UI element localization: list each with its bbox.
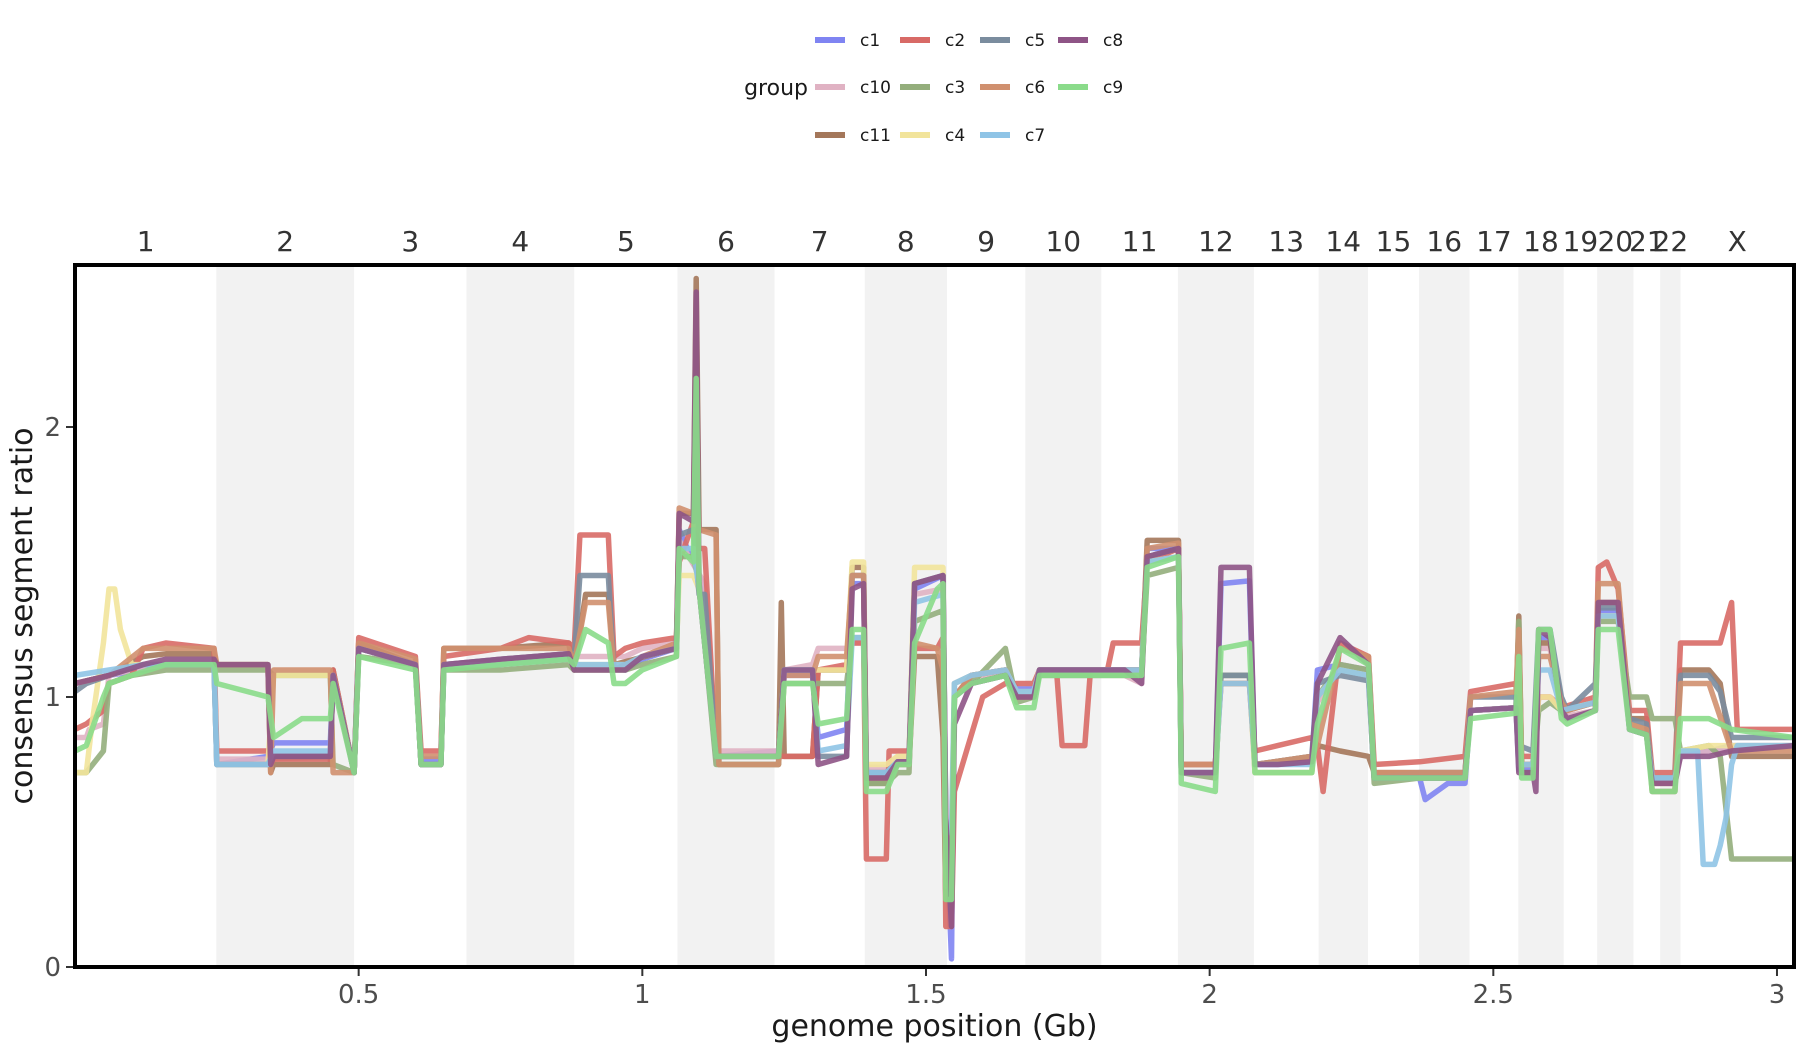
legend-label-c2: c2 [945, 31, 965, 51]
x-tick-label: 2 [1201, 980, 1218, 1010]
legend-label-c1: c1 [860, 31, 880, 51]
chromosome-label-1: 1 [137, 225, 155, 258]
legend-label-c4: c4 [945, 126, 965, 146]
chromosome-label-22: 22 [1653, 225, 1689, 258]
chromosome-label-2: 2 [276, 225, 294, 258]
legend-title: group [744, 76, 808, 101]
chromosome-label-13: 13 [1268, 225, 1304, 258]
x-tick-label: 3 [1769, 980, 1786, 1010]
legend-label-c10: c10 [860, 78, 891, 98]
legend-label-c6: c6 [1025, 78, 1045, 98]
chromosome-label-15: 15 [1376, 225, 1412, 258]
chromosome-label-10: 10 [1045, 225, 1081, 258]
chromosome-label-12: 12 [1198, 225, 1234, 258]
chromosome-band-6 [677, 265, 775, 967]
chromosome-band-2 [216, 265, 355, 967]
x-tick-label: 0.5 [338, 980, 379, 1010]
legend-label-c8: c8 [1103, 31, 1123, 51]
chromosome-label-4: 4 [511, 225, 529, 258]
y-axis-ticks: 0 1 2 [44, 413, 73, 983]
chromosome-label-18: 18 [1523, 225, 1559, 258]
y-axis-title: consensus segment ratio [5, 427, 40, 804]
x-tick-label: 2.5 [1473, 980, 1514, 1010]
legend: group c1 c10 c11 c2 c3 c4 c5 c6 c7 c8 c9 [744, 31, 1123, 146]
chromosome-label-17: 17 [1476, 225, 1512, 258]
y-tick-label: 1 [44, 683, 61, 713]
series-line-c9 [73, 375, 1795, 903]
legend-entries: c1 c10 c11 c2 c3 c4 c5 c6 c7 c8 c9 [815, 31, 1123, 146]
chromosome-band-4 [466, 265, 575, 967]
x-tick-label: 1.5 [905, 980, 946, 1010]
legend-label-c3: c3 [945, 78, 965, 98]
x-axis-title: genome position (Gb) [771, 1009, 1097, 1044]
chromosome-label-6: 6 [717, 225, 735, 258]
chromosome-band-14 [1318, 265, 1368, 967]
chromosome-label-19: 19 [1563, 225, 1599, 258]
x-tick-label: 1 [634, 980, 651, 1010]
chromosome-label-5: 5 [617, 225, 635, 258]
chromosome-band-22 [1660, 265, 1681, 967]
chromosome-label-16: 16 [1426, 225, 1462, 258]
series-lines [73, 275, 1795, 962]
chromosome-band-12 [1177, 265, 1254, 967]
chromosome-label-21: 21 [1629, 225, 1665, 258]
y-tick-label: 2 [44, 413, 61, 443]
chromosome-band-10 [1025, 265, 1102, 967]
x-axis-ticks: 0.5 1 1.5 2 2.5 3 [338, 969, 1785, 1010]
chromosome-label-3: 3 [401, 225, 419, 258]
legend-label-c9: c9 [1103, 78, 1123, 98]
chromosome-label-9: 9 [977, 225, 995, 258]
chromosome-bands [216, 265, 1681, 967]
chromosome-label-x: X [1728, 225, 1747, 258]
legend-label-c5: c5 [1025, 31, 1045, 51]
legend-label-c7: c7 [1025, 126, 1045, 146]
y-tick-label: 0 [44, 953, 61, 983]
chromosome-band-18 [1518, 265, 1564, 967]
chromosome-band-16 [1418, 265, 1470, 967]
plot-frame [73, 263, 1796, 969]
legend-label-c11: c11 [860, 126, 891, 146]
chromosome-label-8: 8 [897, 225, 915, 258]
chromosome-label-20: 20 [1597, 225, 1633, 258]
chromosome-label-7: 7 [811, 225, 829, 258]
chromosome-label-11: 11 [1122, 225, 1158, 258]
chromosome-label-14: 14 [1325, 225, 1361, 258]
